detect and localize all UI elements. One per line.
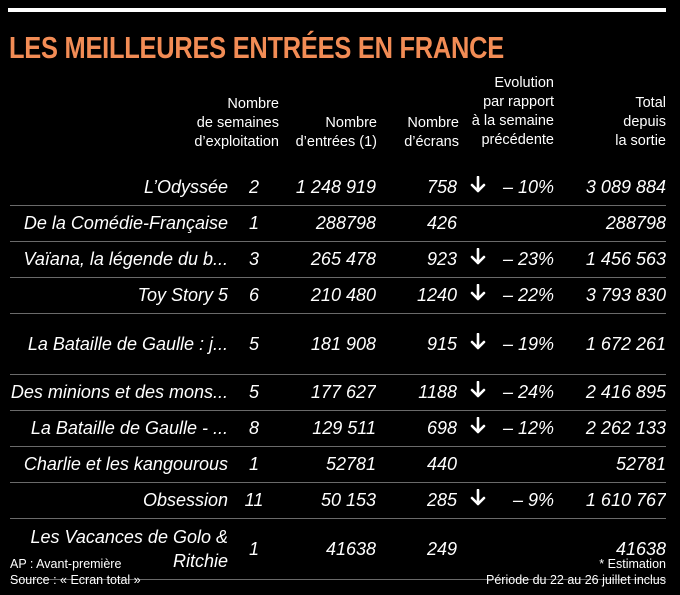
arrow-down-icon: [470, 283, 486, 301]
arrow-down-icon: [470, 380, 486, 398]
table-row: De la Comédie-Française 1 288798 426 288798: [10, 205, 666, 242]
entries-cell: 265 478: [280, 241, 376, 278]
entries-cell: 1 248 919: [280, 170, 376, 206]
screens-cell: 440: [376, 446, 457, 483]
header-screens: Nombre d’écrans: [404, 115, 459, 150]
table-row: La Bataille de Gaulle - ... 8 129 511 698 – …: [10, 410, 666, 447]
header-entries: Nombre d’entrées (1): [295, 115, 377, 150]
total-cell: 3 089 884: [554, 170, 666, 206]
weeks-cell: 5: [228, 374, 280, 411]
arrow-down-icon: [470, 488, 486, 506]
header-weeks: Nombre de semaines d’exploitation: [194, 96, 279, 150]
total-cell: 1 610 767: [554, 482, 666, 519]
entries-cell: 288798: [280, 205, 376, 242]
film-title: Charlie et les kangourous: [10, 446, 228, 483]
screens-cell: 1188: [376, 374, 457, 411]
film-title: De la Comédie-Française: [10, 205, 228, 242]
evolution-cell: – 23%: [499, 241, 554, 278]
trend-arrow-icon: [457, 313, 499, 375]
arrow-down-icon: [470, 332, 486, 349]
evolution-cell: – 19%: [499, 313, 554, 375]
weeks-cell: 1: [228, 205, 280, 242]
table-row: L’Odyssée 2 1 248 919 758 – 10% 3 089 884: [10, 170, 666, 206]
table-row: Les Vacances de Golo & Ritchie 1 41638 249 4…: [10, 518, 666, 580]
evolution-cell: – 22%: [499, 277, 554, 314]
header-total: Total depuis la sortie: [615, 95, 666, 149]
table-row: Des minions et des mons... 5 177 627 1188 – …: [10, 374, 666, 411]
trend-arrow-icon: [457, 170, 499, 206]
trend-arrow-icon: [457, 482, 499, 519]
screens-cell: 915: [376, 313, 457, 375]
evolution-cell: – 9%: [499, 482, 554, 519]
entries-cell: 50 153: [280, 482, 376, 519]
weeks-cell: 2: [228, 170, 280, 206]
footer-note-ap: AP : Avant-première: [10, 557, 122, 571]
trend-arrow-icon: [457, 277, 499, 314]
total-cell: 2 262 133: [554, 410, 666, 447]
table-row: Toy Story 5 6 210 480 1240 – 22% 3 793 830: [10, 277, 666, 314]
screens-cell: 698: [376, 410, 457, 447]
total-cell: 288798: [554, 205, 666, 242]
weeks-cell: 3: [228, 241, 280, 278]
arrow-down-icon: [470, 247, 486, 265]
total-cell: 1 456 563: [554, 241, 666, 278]
total-cell: 3 793 830: [554, 277, 666, 314]
evolution-cell: [499, 205, 554, 242]
footer-source: Source : « Ecran total »: [10, 573, 141, 587]
trend-arrow-icon: [457, 205, 499, 242]
table-row: La Bataille de Gaulle : j... 5 181 908 915–…: [10, 313, 666, 375]
trend-arrow-icon: [457, 446, 499, 483]
weeks-cell: 1: [228, 446, 280, 483]
film-title: La Bataille de Gaulle - ...: [10, 410, 228, 447]
entries-cell: 52781: [280, 446, 376, 483]
header-evolution: Evolution par rapport à la semaine précé…: [471, 75, 554, 148]
screens-cell: 426: [376, 205, 457, 242]
screens-cell: 249: [376, 518, 457, 580]
entries-cell: 210 480: [280, 277, 376, 314]
film-title: Des minions et des mons...: [10, 374, 228, 411]
weeks-cell: 1: [228, 518, 280, 580]
total-cell: 41638: [554, 518, 666, 580]
evolution-cell: – 12%: [499, 410, 554, 447]
film-title: Obsession: [10, 482, 228, 519]
entries-cell: 129 511: [280, 410, 376, 447]
table-row: Charlie et les kangourous 1 52781 440 52781: [10, 446, 666, 483]
screens-cell: 758: [376, 170, 457, 206]
trend-arrow-icon: [457, 241, 499, 278]
evolution-cell: [499, 518, 554, 580]
chart-title: LES MEILLEURES ENTRÉES EN FRANCE: [9, 30, 504, 65]
weeks-cell: 11: [228, 482, 280, 519]
film-title: Toy Story 5: [10, 277, 228, 314]
entries-cell: 41638: [280, 518, 376, 580]
arrow-down-icon: [470, 175, 486, 193]
film-title: Vaïana, la légende du b...: [10, 241, 228, 278]
entries-cell: 181 908: [280, 313, 376, 375]
arrow-down-icon: [470, 416, 486, 434]
film-title: Les Vacances de Golo & Ritchie: [10, 518, 228, 580]
trend-arrow-icon: [457, 410, 499, 447]
evolution-cell: [499, 446, 554, 483]
screens-cell: 285: [376, 482, 457, 519]
box-office-table: L’Odyssée 2 1 248 919 758– 10% 3 089 884 De l…: [10, 170, 666, 580]
total-cell: 52781: [554, 446, 666, 483]
evolution-cell: – 10%: [499, 170, 554, 206]
film-title: La Bataille de Gaulle : j...: [10, 313, 228, 375]
trend-arrow-icon: [457, 518, 499, 580]
film-title: L’Odyssée: [10, 170, 228, 206]
trend-arrow-icon: [457, 374, 499, 411]
top-rule: [8, 8, 666, 12]
table-row: Vaïana, la légende du b... 3 265 478 923 – 2…: [10, 241, 666, 278]
screens-cell: 1240: [376, 277, 457, 314]
entries-cell: 177 627: [280, 374, 376, 411]
total-cell: 1 672 261: [554, 313, 666, 375]
weeks-cell: 6: [228, 277, 280, 314]
footer-period: Période du 22 au 26 juillet inclus: [486, 573, 666, 587]
evolution-cell: – 24%: [499, 374, 554, 411]
weeks-cell: 5: [228, 313, 280, 375]
table-row: Obsession 11 50 153 285 – 9% 1 610 767: [10, 482, 666, 519]
footer-estimation: * Estimation: [599, 557, 666, 571]
screens-cell: 923: [376, 241, 457, 278]
weeks-cell: 8: [228, 410, 280, 447]
total-cell: 2 416 895: [554, 374, 666, 411]
